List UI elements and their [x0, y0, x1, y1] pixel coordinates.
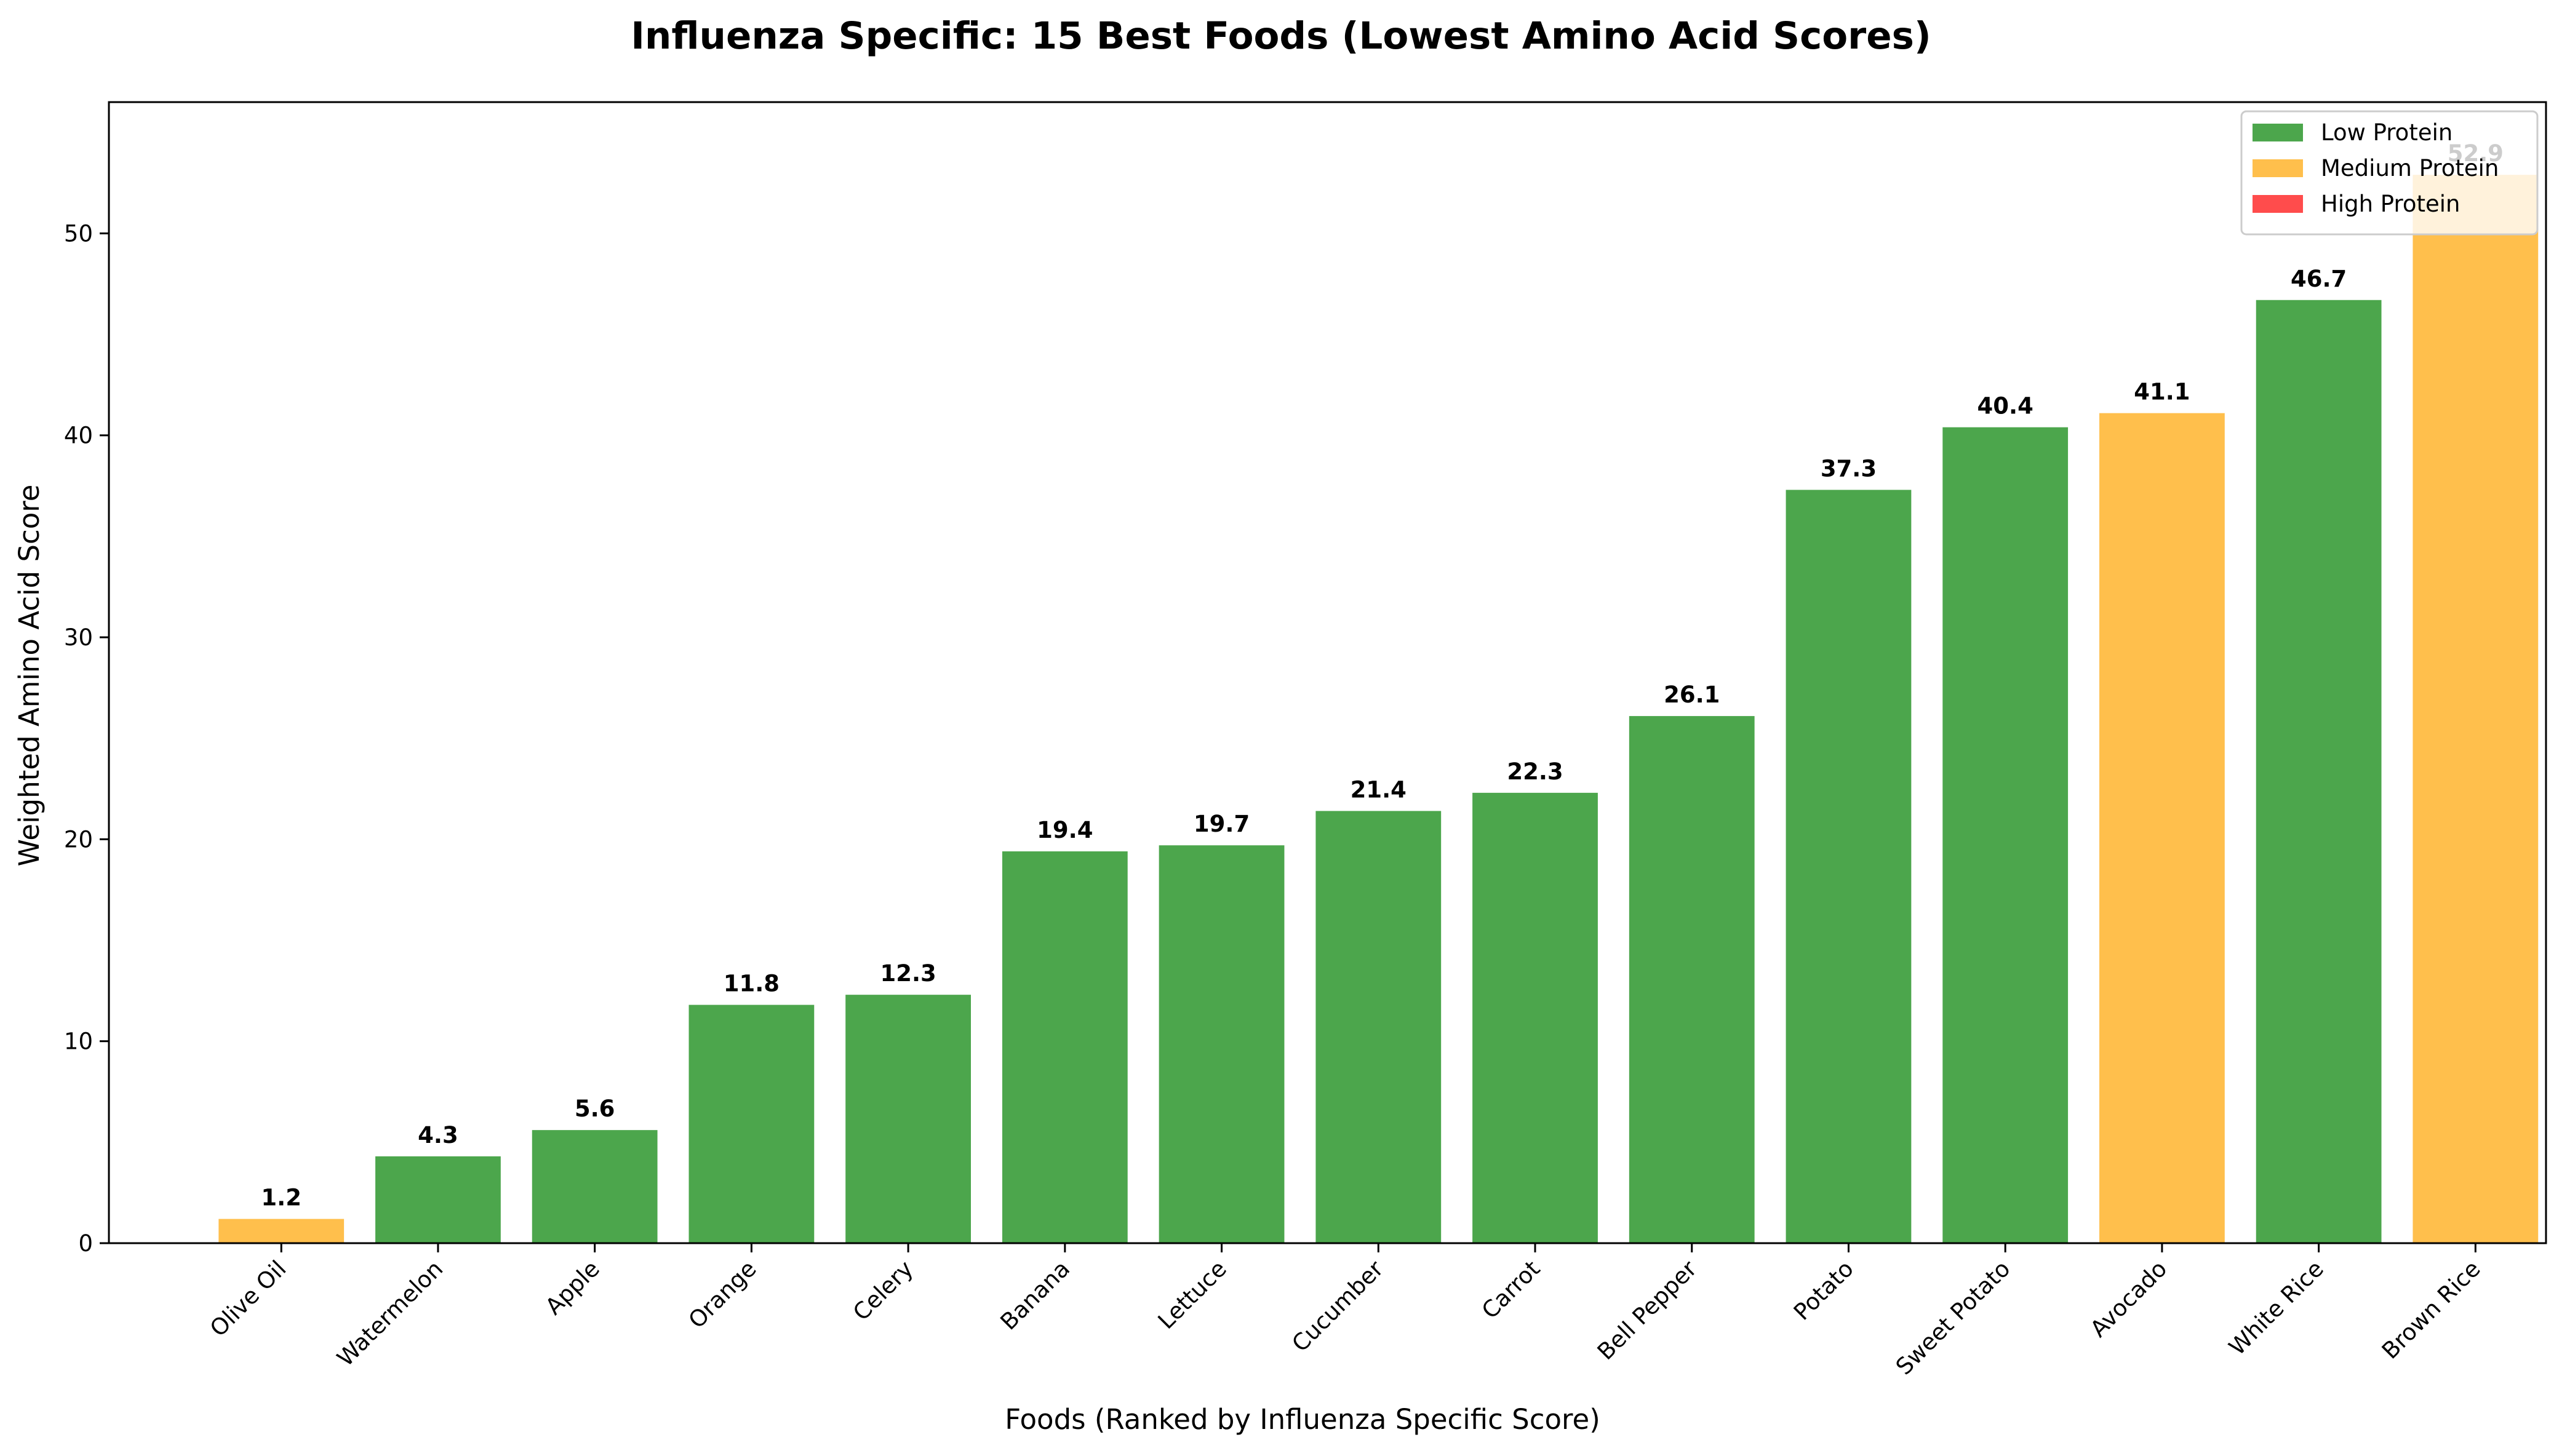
bar-brown-rice [2412, 175, 2539, 1243]
legend-label: Medium Protein [2321, 155, 2499, 181]
data-label: 41.1 [2134, 379, 2190, 405]
y-tick-label: 0 [78, 1230, 93, 1257]
bar-bell-pepper [1629, 716, 1755, 1243]
bar-sweet-potato [1942, 427, 2069, 1243]
bar-cucumber [1315, 811, 1442, 1243]
legend-label: High Protein [2321, 191, 2460, 217]
bar-avocado [2099, 413, 2225, 1243]
data-label: 46.7 [2291, 266, 2347, 292]
bar-orange [688, 1004, 815, 1243]
data-label: 37.3 [1821, 455, 1877, 482]
bar-white-rice [2256, 300, 2382, 1243]
data-label: 21.4 [1351, 776, 1407, 803]
y-tick-label: 20 [64, 826, 93, 853]
y-tick-label: 30 [64, 624, 93, 651]
data-label: 4.3 [418, 1122, 458, 1148]
data-label: 19.4 [1037, 817, 1093, 843]
y-tick-label: 50 [64, 220, 93, 247]
bar-lettuce [1159, 845, 1285, 1243]
chart-title: Influenza Specific: 15 Best Foods (Lowes… [631, 14, 1931, 58]
legend-swatch [2253, 159, 2303, 177]
bar-carrot [1472, 792, 1598, 1243]
y-tick-label: 10 [64, 1028, 93, 1055]
data-label: 1.2 [261, 1185, 301, 1211]
data-label: 5.6 [575, 1096, 615, 1122]
data-label: 11.8 [724, 971, 780, 997]
y-axis-label: Weighted Amino Acid Score [13, 485, 46, 867]
data-label: 12.3 [880, 960, 936, 987]
legend-swatch [2253, 195, 2303, 213]
legend: Low Protein Medium Protein High Protein [2240, 110, 2539, 236]
legend-swatch [2253, 124, 2303, 141]
data-label: 26.1 [1664, 682, 1720, 708]
bar-watermelon [375, 1156, 501, 1243]
data-label: 19.7 [1194, 811, 1250, 837]
bar-celery [845, 995, 971, 1243]
x-axis-label: Foods (Ranked by Influenza Specific Scor… [1005, 1403, 1600, 1436]
data-label: 40.4 [1977, 393, 2033, 420]
legend-label: Low Protein [2321, 119, 2452, 146]
bar-olive-oil [218, 1219, 345, 1243]
legend-box [2240, 110, 2539, 236]
y-tick-label: 40 [64, 423, 93, 449]
bar-apple [532, 1130, 658, 1243]
plot-area [108, 101, 2547, 1244]
data-label: 22.3 [1507, 758, 1563, 785]
bar-banana [1002, 851, 1128, 1243]
bar-potato [1786, 490, 1912, 1243]
